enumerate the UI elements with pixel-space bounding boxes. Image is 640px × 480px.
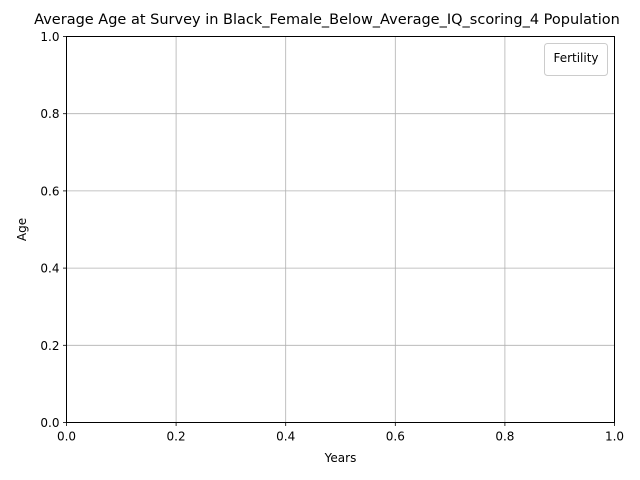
x-tick-label: 0.4 xyxy=(276,430,295,444)
y-tick-label: 0.6 xyxy=(40,184,59,198)
y-axis: 0.0 0.2 0.4 0.6 0.8 1.0 xyxy=(40,30,67,430)
y-tick-label: 0.4 xyxy=(40,262,59,276)
x-tick-label: 0.8 xyxy=(495,430,514,444)
x-tick-label: 0.2 xyxy=(167,430,186,444)
chart-title: Average Age at Survey in Black_Female_Be… xyxy=(34,12,620,28)
x-tick-label: 1.0 xyxy=(605,430,624,444)
axes-frame xyxy=(66,36,615,423)
legend-box xyxy=(544,43,608,76)
legend-title: Fertility xyxy=(553,51,598,65)
legend: Fertility xyxy=(544,43,608,76)
grid xyxy=(66,36,615,423)
y-tick-label: 0.2 xyxy=(40,339,59,353)
x-axis-label: Years xyxy=(324,451,357,465)
y-axis-label: Age xyxy=(15,218,29,241)
x-axis: 0.0 0.2 0.4 0.6 0.8 1.0 xyxy=(57,422,624,444)
y-tick-label: 0.0 xyxy=(40,416,59,430)
x-tick-label: 0.0 xyxy=(57,430,76,444)
x-tick-label: 0.6 xyxy=(386,430,405,444)
y-tick-label: 1.0 xyxy=(40,30,59,44)
y-tick-label: 0.8 xyxy=(40,107,59,121)
